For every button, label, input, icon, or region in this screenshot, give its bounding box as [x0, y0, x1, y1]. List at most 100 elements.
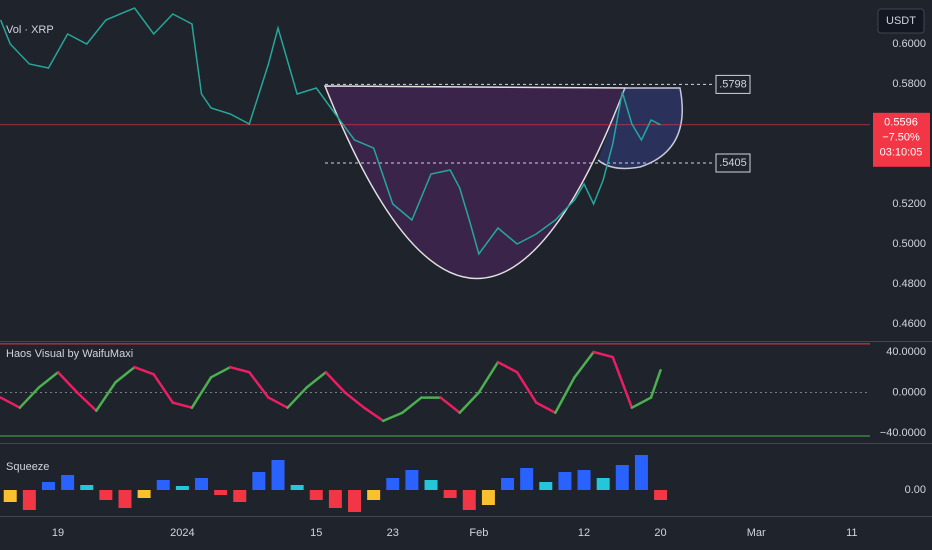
oscillator-segment: [573, 350, 595, 379]
squeeze-bar: [22, 490, 36, 510]
x-tick-label: 11: [846, 527, 857, 539]
oscillator-segment: [248, 371, 270, 399]
oscillator-segment: [362, 406, 385, 423]
squeeze-bar: [156, 480, 170, 490]
oscillator-segment: [496, 360, 519, 374]
squeeze-bar: [271, 460, 285, 490]
oscillator-segment: [209, 365, 232, 379]
oscillator-segment: [37, 371, 60, 389]
price-change: −7.50%: [882, 132, 920, 144]
oscillator-segment: [0, 396, 22, 409]
squeeze-bar: [175, 486, 189, 490]
y-tick-label: 0.5200: [892, 198, 926, 210]
squeeze-bar: [596, 478, 610, 490]
currency-label: USDT: [886, 15, 916, 27]
y-tick-label: 0.0000: [892, 386, 926, 398]
x-tick-label: 19: [52, 527, 64, 539]
squeeze-bar: [309, 490, 323, 500]
squeeze-bar: [481, 490, 495, 505]
symbol-title: Vol · XRP: [6, 24, 54, 36]
last-price-tag: [873, 112, 930, 167]
squeeze-bar: [252, 472, 266, 490]
squeeze-bar: [539, 482, 553, 490]
oscillator-segment: [458, 391, 481, 415]
oscillator-segment: [114, 365, 136, 384]
squeeze-bar: [558, 472, 572, 490]
oscillator-segment: [267, 396, 289, 409]
oscillator-segment: [649, 368, 662, 399]
x-tick-label: 23: [387, 527, 399, 539]
level-label: .5798: [719, 78, 747, 90]
level-label-box: [715, 74, 751, 94]
oscillator-segment: [401, 396, 423, 415]
y-tick-label: 0.5000: [892, 238, 926, 250]
squeeze-bar: [195, 478, 209, 490]
oscillator-segment: [305, 371, 328, 389]
oscillator-segment: [95, 381, 117, 412]
indicator-title: Haos Visual by WaifuMaxi: [6, 348, 133, 360]
squeeze-bar: [654, 490, 668, 500]
oscillator-segment: [554, 376, 576, 415]
oscillator-segment: [611, 355, 634, 409]
squeeze-bar: [137, 490, 151, 498]
oscillator-segment: [534, 401, 557, 415]
squeeze-bar: [233, 490, 247, 502]
level-label: .5405: [719, 157, 747, 169]
oscillator-segment: [152, 373, 175, 404]
squeeze-bar: [386, 478, 400, 490]
squeeze-bar: [424, 480, 438, 490]
oscillator-segment: [18, 386, 41, 409]
cup-shape: [323, 85, 627, 280]
indicator-title: Squeeze: [6, 461, 49, 473]
y-tick-label: 0.4600: [892, 318, 926, 330]
x-tick-label: 15: [310, 527, 322, 539]
squeeze-bar: [328, 490, 342, 508]
squeeze-bar: [80, 485, 94, 490]
y-tick-label: 0.00: [905, 484, 926, 496]
squeeze-bar: [61, 475, 75, 490]
y-tick-label: 0.4800: [892, 278, 926, 290]
oscillator-segment: [439, 396, 461, 415]
y-tick-label: 40.0000: [886, 346, 926, 358]
squeeze-bar: [520, 468, 534, 490]
oscillator-segment: [343, 391, 366, 409]
x-tick-label: 12: [578, 527, 590, 539]
x-tick-label: 20: [654, 527, 666, 539]
oscillator-segment: [592, 350, 614, 359]
squeeze-bar: [348, 490, 362, 512]
squeeze-bar: [3, 490, 17, 502]
squeeze-bar: [214, 490, 228, 495]
y-tick-label: 0.6000: [892, 38, 926, 50]
squeeze-bar: [615, 465, 629, 490]
oscillator-segment: [630, 396, 653, 409]
y-tick-label: −40.0000: [880, 427, 926, 439]
squeeze-bar: [462, 490, 476, 510]
oscillator-segment: [190, 376, 213, 409]
countdown: 03:10:05: [880, 147, 923, 159]
squeeze-bar: [501, 478, 515, 490]
oscillator-segment: [228, 365, 251, 374]
squeeze-bar: [290, 485, 304, 490]
y-tick-label: 0.5800: [892, 78, 926, 90]
price-line: [0, 7, 661, 256]
oscillator-segment: [75, 391, 98, 412]
oscillator-segment: [56, 371, 79, 394]
squeeze-bar: [443, 490, 457, 498]
x-tick-label: Feb: [469, 527, 488, 539]
squeeze-bar: [405, 470, 419, 490]
squeeze-bar: [634, 455, 648, 490]
x-tick-label: 2024: [170, 527, 194, 539]
squeeze-bar: [367, 490, 381, 500]
currency-button[interactable]: [877, 8, 925, 34]
oscillator-segment: [515, 371, 538, 404]
oscillator-segment: [477, 360, 500, 394]
x-tick-label: Mar: [747, 527, 766, 539]
oscillator-segment: [324, 371, 347, 394]
oscillator-segment: [171, 401, 194, 409]
squeeze-bar: [577, 470, 591, 490]
squeeze-bar: [99, 490, 113, 500]
oscillator-segment: [381, 411, 404, 423]
oscillator-segment: [133, 365, 155, 376]
squeeze-bar: [118, 490, 132, 508]
